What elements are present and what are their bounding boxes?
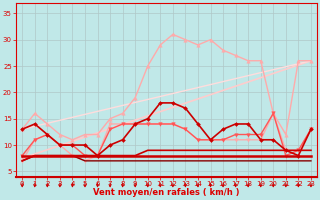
X-axis label: Vent moyen/en rafales ( km/h ): Vent moyen/en rafales ( km/h ) [93,188,240,197]
